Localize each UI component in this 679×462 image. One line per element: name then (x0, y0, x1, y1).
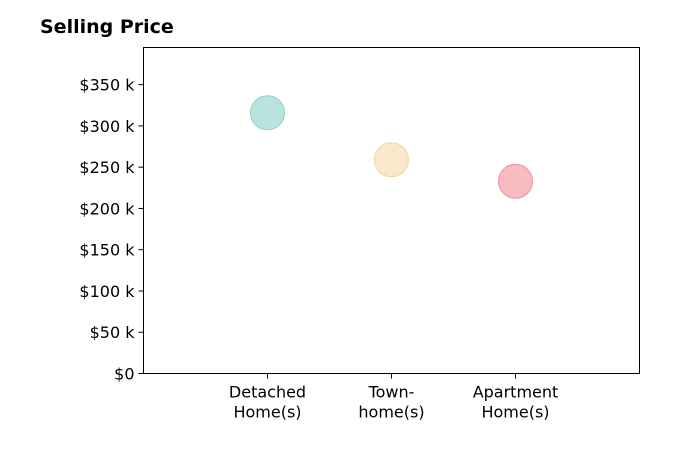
x-tick-label: Town- (368, 383, 415, 402)
x-tick-label: Home(s) (233, 403, 301, 422)
y-tick-label: $250 k (79, 158, 135, 177)
data-point (250, 95, 285, 131)
x-tick-label: Apartment (473, 383, 559, 402)
y-axis: $0 $50 k $100 k $150 k $200 k $250 k $300 k $35… (79, 76, 144, 384)
x-tick-label: home(s) (358, 403, 424, 422)
x-axis: DetachedHome(s)Town-home(s)ApartmentHome… (229, 373, 559, 422)
data-point (374, 142, 409, 178)
x-tick-label: Home(s) (481, 403, 549, 422)
y-tick-label: $50 k (90, 323, 136, 342)
y-tick-label: $0 (114, 365, 134, 384)
y-tick-label: $150 k (79, 241, 135, 260)
data-point (498, 163, 533, 199)
y-tick-label: $100 k (79, 282, 135, 301)
y-tick-label: $350 k (79, 76, 135, 95)
chart-title: Selling Price (40, 16, 174, 38)
y-tick-label: $300 k (79, 117, 135, 136)
y-tick-label: $200 k (79, 199, 135, 218)
x-tick-label: Detached (229, 383, 306, 402)
plot-frame (143, 47, 640, 374)
data-points (250, 95, 533, 199)
